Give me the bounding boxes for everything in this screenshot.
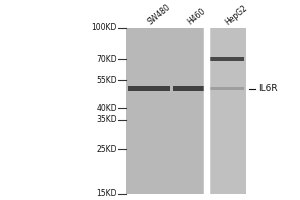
Text: 70KD: 70KD xyxy=(96,55,117,64)
Text: 25KD: 25KD xyxy=(97,145,117,154)
Text: 100KD: 100KD xyxy=(92,23,117,32)
Text: IL6R: IL6R xyxy=(258,84,278,93)
Text: 35KD: 35KD xyxy=(96,115,117,124)
Text: 40KD: 40KD xyxy=(96,104,117,113)
Text: SW480: SW480 xyxy=(146,3,172,27)
Text: HepG2: HepG2 xyxy=(224,3,249,27)
Text: 15KD: 15KD xyxy=(97,190,117,198)
Text: H460: H460 xyxy=(186,7,208,27)
Text: 55KD: 55KD xyxy=(96,76,117,85)
